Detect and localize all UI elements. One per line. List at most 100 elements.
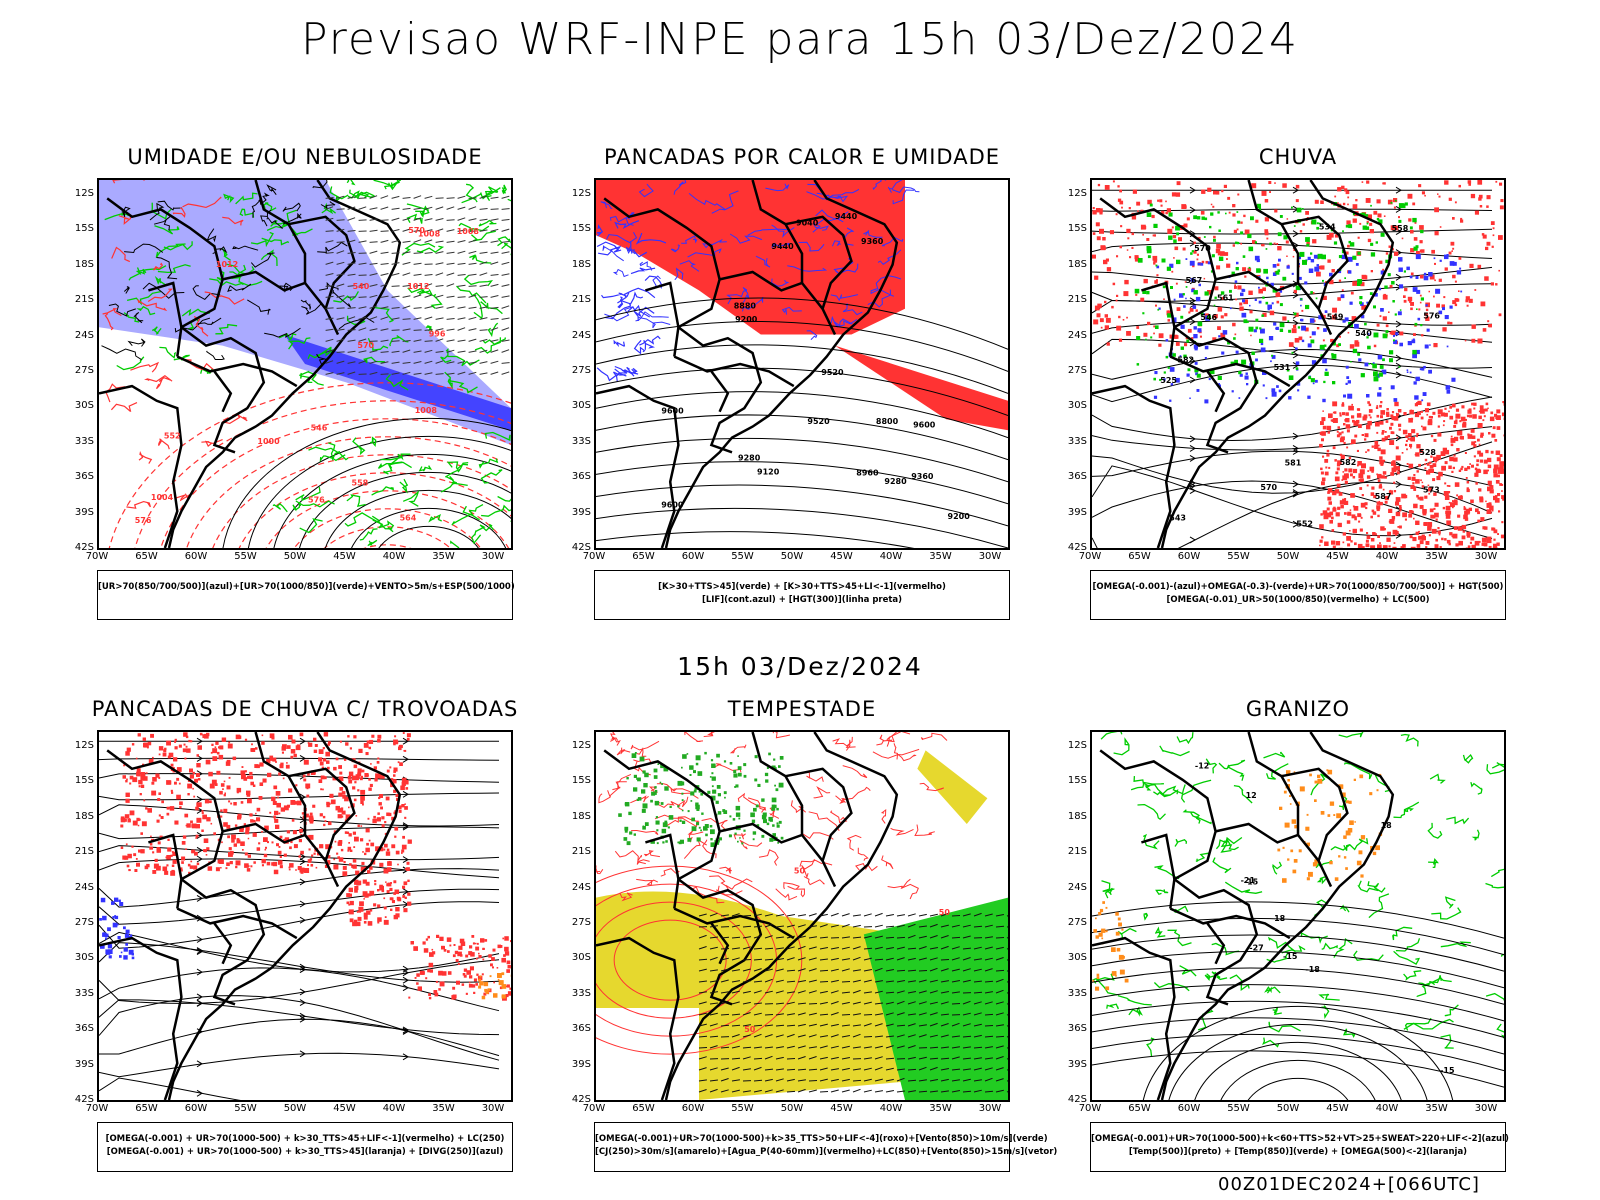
contour-label: 9520 xyxy=(821,368,844,377)
lat-tick-label: 18S xyxy=(571,810,591,822)
lat-tick-label: 15S xyxy=(571,223,591,235)
contour-label: 525 xyxy=(1160,376,1177,385)
lon-tick-label: 30W xyxy=(1474,1103,1498,1114)
legend-line: [UR>70(850/700/500)](azul)+[UR>70(1000/8… xyxy=(98,582,515,592)
lat-tick-label: 24S xyxy=(1067,329,1087,341)
lon-tick-label: 50W xyxy=(283,551,307,562)
lon-tick-label: 30W xyxy=(1474,551,1498,562)
map-plot: 1008 1012 1008 1008 1012 576 570 564 558 552 546 54… xyxy=(99,180,511,548)
contour-label: 582 xyxy=(1340,458,1357,467)
legend-line: [OMEGA(-0.001) + UR>70(1000-500) + k>30_… xyxy=(106,1147,504,1157)
lon-tick-label: 70W xyxy=(85,551,109,562)
lon-tick-label: 60W xyxy=(184,551,208,562)
map-frame: 582 582 576 570 573 567 561 558 552 549 546 543 540 5… xyxy=(1090,178,1506,550)
contour-label: 570 xyxy=(408,226,425,235)
lat-tick-label: 15S xyxy=(1067,775,1087,787)
lon-tick-label: 40W xyxy=(382,1103,406,1114)
contour-label: 570 xyxy=(1260,483,1277,492)
lat-tick-label: 24S xyxy=(571,881,591,893)
lat-tick-label: 12S xyxy=(571,740,591,751)
lat-tick-label: 24S xyxy=(74,881,94,893)
lon-tick-label: 70W xyxy=(582,551,606,562)
lat-tick-label: 18S xyxy=(1067,258,1087,270)
map-frame xyxy=(97,730,513,1102)
contour-label: 1012 xyxy=(216,260,238,269)
contour-label: 552 xyxy=(164,432,181,441)
contour-label: 576 xyxy=(308,496,325,505)
lon-tick-label: 65W xyxy=(1128,1103,1151,1114)
lon-tick-label: 50W xyxy=(1276,1103,1300,1114)
contour-label: 8960 xyxy=(856,468,879,477)
lon-tick-label: 40W xyxy=(1375,1103,1399,1114)
panel-title: PANCADAS POR CALOR E UMIDADE xyxy=(603,145,1001,169)
contour-label: 12 xyxy=(1246,791,1257,800)
contour-label: 543 xyxy=(1169,513,1186,522)
lat-tick-label: 30S xyxy=(1067,952,1087,964)
contour-label: 50 xyxy=(744,1025,756,1034)
lat-tick-label: 30S xyxy=(74,952,94,964)
lat-tick-label: 39S xyxy=(571,1058,591,1070)
contour-label: 558 xyxy=(1392,224,1409,233)
lon-tick-label: 35W xyxy=(929,551,952,562)
lon-tick-label: 45W xyxy=(1326,1103,1349,1114)
legend-box: [K>30+TTS>45](verde) + [K>30+TTS>45+LI<-… xyxy=(594,570,1010,620)
lon-tick-label: 30W xyxy=(481,1103,505,1114)
lon-tick-label: 70W xyxy=(1078,551,1102,562)
lat-tick-label: 18S xyxy=(74,810,94,822)
lat-tick-label: 36S xyxy=(571,471,591,483)
contour-label: 9600 xyxy=(913,421,936,430)
lat-tick-label: 15S xyxy=(74,775,94,787)
lat-tick-label: 12S xyxy=(74,740,94,751)
map-frame: 50 50 50 xyxy=(594,730,1010,1102)
contour-label: 9360 xyxy=(861,237,884,246)
lat-tick-label: 36S xyxy=(1067,1023,1087,1035)
valid-time-label: 15h 03/Dez/2024 xyxy=(677,652,923,681)
lat-tick-label: 15S xyxy=(571,775,591,787)
lon-tick-label: 50W xyxy=(283,1103,307,1114)
map-plot xyxy=(99,732,511,1100)
lat-tick-label: 12S xyxy=(571,188,591,199)
lat-tick-label: 39S xyxy=(74,1058,94,1070)
contour-label: 9200 xyxy=(735,315,758,324)
lat-tick-label: 42S xyxy=(571,542,591,553)
contour-label: 567 xyxy=(1186,276,1203,285)
lat-tick-label: 27S xyxy=(571,365,591,376)
lat-tick-label: 39S xyxy=(1067,1058,1087,1070)
lat-tick-label: 36S xyxy=(74,471,94,483)
lon-tick-label: 65W xyxy=(632,1103,655,1114)
lon-tick-label: 60W xyxy=(681,1103,705,1114)
lon-tick-label: 40W xyxy=(1375,551,1399,562)
contour-label: 8880 xyxy=(734,302,757,311)
contour-label: 576 xyxy=(135,516,152,525)
contour-label: 50 xyxy=(794,866,806,875)
lon-tick-label: 35W xyxy=(1425,551,1448,562)
lat-tick-label: 21S xyxy=(1067,846,1087,858)
lon-tick-label: 60W xyxy=(1177,551,1201,562)
lat-tick-label: 42S xyxy=(1067,1094,1087,1105)
lon-tick-label: 70W xyxy=(1078,1103,1102,1114)
contour-label: -27 xyxy=(1249,944,1263,953)
contour-label: 1008 xyxy=(415,406,438,415)
lon-tick-label: 45W xyxy=(333,551,356,562)
map-frame: 1008 1012 1008 1008 1012 576 570 564 558 552 546 54… xyxy=(97,178,513,550)
lat-tick-label: 27S xyxy=(1067,917,1087,928)
lon-tick-label: 50W xyxy=(780,551,804,562)
contour-label: 9280 xyxy=(738,454,761,463)
legend-line: [OMEGA(-0.01)_UR>50(1000/850)(vermelho) … xyxy=(1166,595,1430,605)
lat-tick-label: 24S xyxy=(74,329,94,341)
contour-label: 1008 xyxy=(457,227,480,236)
legend-box: [UR>70(850/700/500)](azul)+[UR>70(1000/8… xyxy=(97,570,515,620)
lon-tick-label: 65W xyxy=(1128,551,1151,562)
contour-label: 540 xyxy=(353,282,370,291)
contour-label: 549 xyxy=(1327,313,1344,322)
lat-tick-label: 39S xyxy=(1067,506,1087,518)
legend-line: [K>30+TTS>45](verde) + [K>30+TTS>45+LI<-… xyxy=(658,582,946,592)
panel-title: GRANIZO xyxy=(1245,697,1351,721)
lat-tick-label: 27S xyxy=(74,365,94,376)
lon-tick-label: 55W xyxy=(234,1103,257,1114)
lon-tick-label: 40W xyxy=(879,1103,903,1114)
lon-tick-label: 45W xyxy=(333,1103,356,1114)
contour-label: 564 xyxy=(400,513,417,522)
legend-line: [CJ(250)>30m/s](amarelo)+[Agua_P(40-60mm… xyxy=(595,1147,1058,1157)
lon-tick-label: 40W xyxy=(382,551,406,562)
